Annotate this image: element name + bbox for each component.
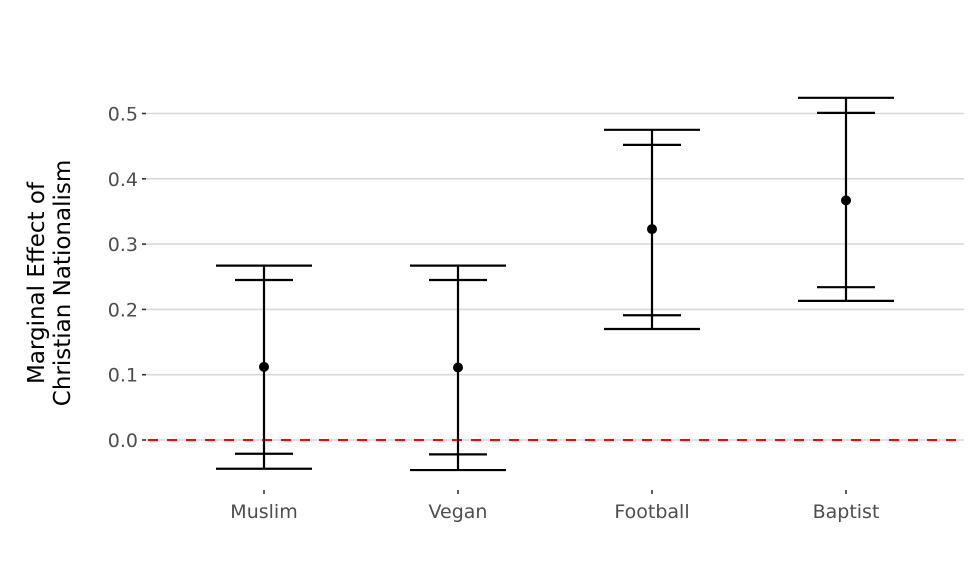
y-tick-label-4: 0.4 — [108, 169, 138, 191]
y-axis-title-line-2: Christian Nationalism — [50, 160, 76, 406]
y-axis-title: Marginal Effect of Christian Nationalism — [24, 160, 76, 406]
y-tick-label-1: 0.1 — [108, 365, 138, 387]
y-tick-label-0: 0.0 — [108, 430, 138, 452]
point-estimate-muslim — [259, 361, 269, 372]
x-tick-label-football: Football — [614, 501, 689, 523]
gridlines — [146, 112, 964, 441]
y-axis-title-line-1: Marginal Effect of — [24, 181, 50, 384]
y-axis: 0.0 0.1 0.2 0.3 0.4 0.5 — [108, 104, 146, 452]
y-tick-label-5: 0.5 — [108, 104, 138, 126]
error-bar-football — [604, 128, 700, 331]
x-tick-label-muslim: Muslim — [230, 501, 297, 523]
error-bars — [216, 96, 894, 472]
point-estimate-football — [647, 224, 657, 235]
y-tick-label-3: 0.3 — [108, 234, 138, 256]
error-bar-vegan — [410, 264, 506, 472]
x-axis: Muslim Vegan Football Baptist — [230, 490, 879, 523]
point-estimate-vegan — [453, 362, 463, 373]
error-bar-baptist — [798, 96, 894, 303]
point-estimate-baptist — [841, 195, 851, 206]
x-tick-label-baptist: Baptist — [813, 501, 880, 523]
error-bar-muslim — [216, 264, 312, 470]
y-tick-label-2: 0.2 — [108, 299, 138, 321]
x-tick-label-vegan: Vegan — [429, 501, 488, 523]
